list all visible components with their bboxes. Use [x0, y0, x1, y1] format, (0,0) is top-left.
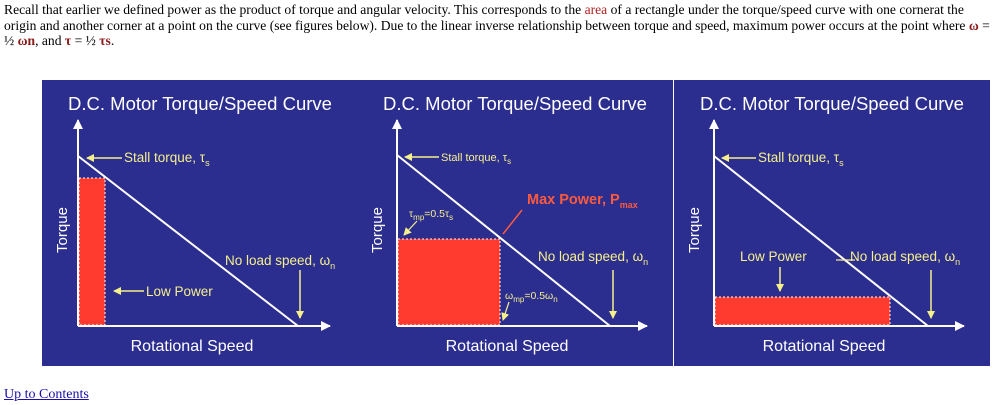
panel-3-noload-text: No load speed, ωn: [850, 249, 960, 267]
panel-3-y-label: Torque: [686, 207, 703, 253]
tau-symbol: τ: [64, 33, 72, 48]
panel-2-stall-text: Stall torque, τs: [441, 152, 511, 166]
panel-2-x-label: Rotational Speed: [446, 338, 569, 355]
panel-1-stall-text: Stall torque, τs: [124, 150, 210, 168]
panel-max-power: D.C. Motor Torque/Speed Curve Torque Rot…: [357, 80, 673, 366]
panel-1-y-label: Torque: [54, 207, 71, 253]
omega-symbol: ω: [968, 17, 979, 33]
omega-n-subscript: n: [27, 33, 36, 48]
panel-2-omega-mp-label: ωmp=0.5ωn: [505, 290, 558, 304]
intro-text-1: Recall that earlier we defined power as …: [4, 2, 585, 17]
up-to-contents-link[interactable]: Up to Contents: [4, 387, 89, 402]
panel-2-tau-mp-arrow: [403, 220, 418, 236]
panel-3-power-rect: [714, 296, 891, 326]
panel-low-power-wide: D.C. Motor Torque/Speed Curve Torque Rot…: [674, 80, 990, 366]
intro-eq-1: = ½: [4, 17, 990, 49]
panel-2-power-rect: [397, 238, 501, 326]
intro-comma-and: , and: [35, 33, 65, 48]
panel-low-power-narrow: D.C. Motor Torque/Speed Curve Torque Rot…: [42, 80, 358, 366]
panel-3-x-label: Rotational Speed: [763, 338, 886, 355]
panel-1-torque-speed-line: [77, 155, 299, 327]
panel-2-torque-speed-line: [396, 154, 611, 327]
panel-3-torque-speed-line: [713, 155, 929, 327]
tau-s-subscript: s: [105, 33, 111, 48]
panel-1-title: D.C. Motor Torque/Speed Curve: [68, 93, 332, 114]
panel-2-noload-text: No load speed, ωn: [538, 249, 648, 267]
intro-paragraph: Recall that earlier we defined power as …: [4, 2, 998, 49]
panel-2-tau-mp-label: τmp=0.5τs: [409, 208, 453, 222]
panel-3-title: D.C. Motor Torque/Speed Curve: [700, 93, 964, 114]
panel-2-omega-mp-arrow: [501, 301, 510, 321]
panel-2-title: D.C. Motor Torque/Speed Curve: [383, 93, 647, 114]
omega-n-symbol: ω: [17, 33, 28, 48]
panel-1-x-label: Rotational Speed: [131, 338, 254, 355]
intro-text-2: of a rectangle under the torque/speed cu…: [4, 2, 969, 33]
panel-1-noload-text: No load speed, ωn: [225, 253, 335, 271]
intro-area-word: area: [584, 2, 608, 17]
panel-2-max-power-pointer: [502, 209, 523, 235]
panel-2-y-label: Torque: [369, 207, 386, 253]
intro-period: .: [110, 33, 115, 48]
panel-1-power-rect: [78, 177, 106, 326]
tau-s-symbol: τ: [99, 33, 106, 48]
panel-1-low-power-label: Low Power: [146, 284, 213, 299]
panel-3-low-power-label: Low Power: [740, 249, 807, 264]
panel-3-stall-text: Stall torque, τs: [758, 150, 844, 168]
panel-2-max-power-label: Max Power, Pmax: [527, 192, 638, 210]
intro-eq-2: = ½: [71, 33, 100, 48]
